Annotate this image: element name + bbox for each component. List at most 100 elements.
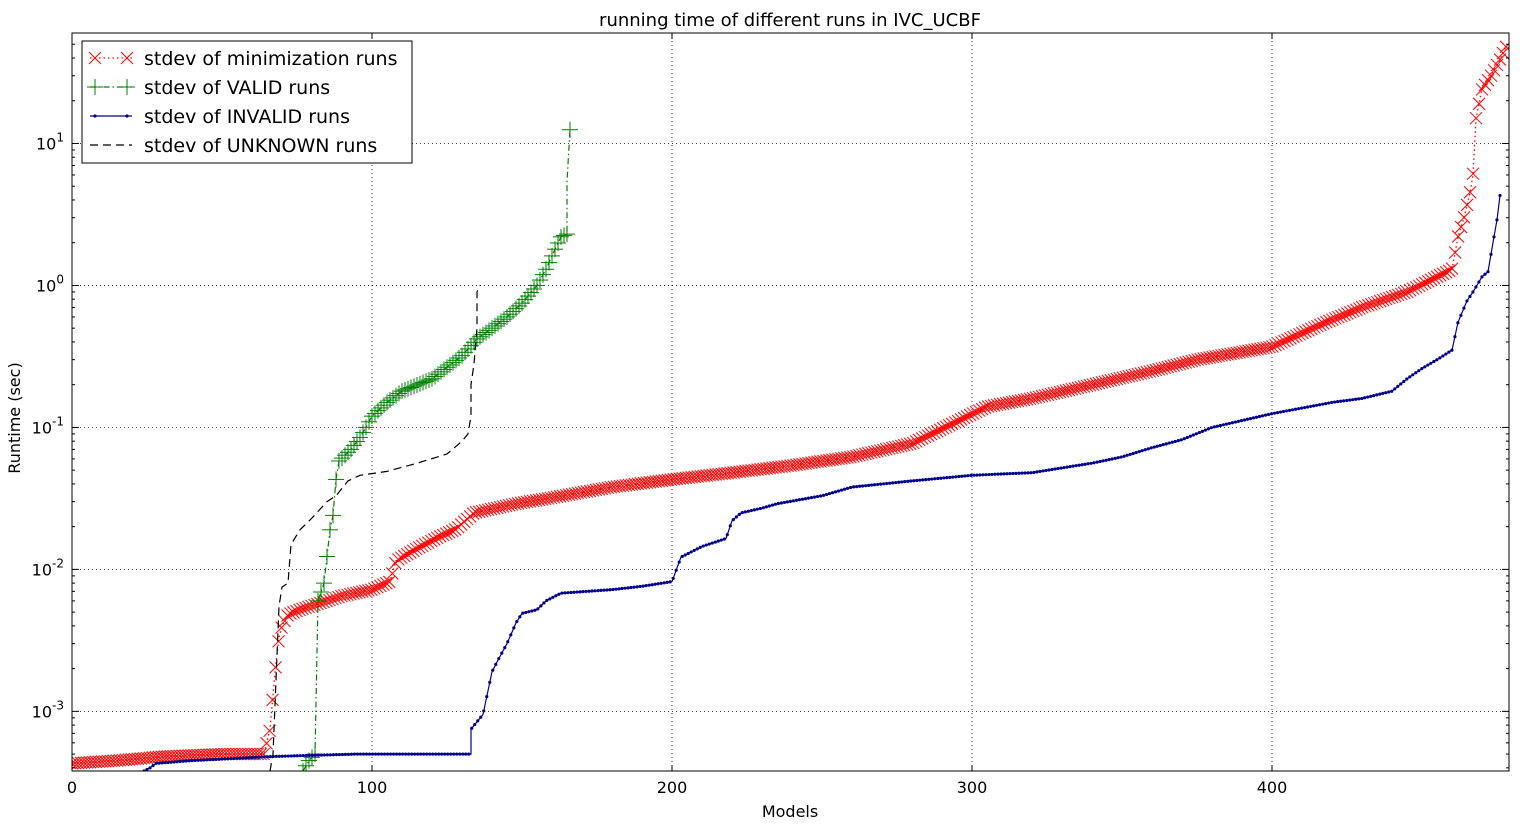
invalid-marker [1287,408,1292,412]
valid-marker [406,378,422,395]
invalid-marker [909,479,913,483]
minimization-marker [350,586,363,600]
invalid-marker [1444,352,1448,356]
minimization-marker [838,451,851,465]
valid-marker [526,280,542,297]
invalid-marker [1200,429,1204,433]
valid-marker [325,507,341,524]
invalid-marker [839,488,844,492]
invalid-marker [1284,409,1289,413]
valid-marker [346,437,362,454]
invalid-marker [824,492,829,497]
invalid-marker [337,752,342,757]
invalid-marker [512,626,516,630]
valid-marker [391,385,407,402]
invalid-marker [1005,472,1009,476]
invalid-marker [361,752,366,756]
invalid-marker [740,510,744,515]
invalid-marker [978,473,982,477]
invalid-marker [602,588,606,592]
valid-marker [412,375,428,392]
valid-marker [538,261,554,278]
invalid-marker [283,754,287,758]
valid-marker [403,379,419,396]
invalid-marker [467,752,471,756]
invalid-marker [686,551,690,556]
invalid-marker [1167,441,1171,445]
invalid-marker [668,580,672,584]
minimization-marker [415,539,429,553]
invalid-marker [1119,455,1123,459]
minimization-marker [921,429,935,442]
invalid-marker [328,753,333,757]
invalid-marker [1435,358,1439,362]
minimization-marker [1433,268,1447,282]
invalid-marker [554,594,558,598]
invalid-marker [331,753,336,757]
invalid-marker [1242,418,1247,422]
valid-marker [409,376,425,393]
valid-marker [436,361,452,378]
invalid-marker [851,485,856,489]
invalid-marker [1438,356,1442,360]
axis-ticks: 0 100 200 300 400 10-3 10-2 10-1 100 101 [32,32,1509,797]
invalid-marker [1170,440,1174,444]
invalid-marker [1236,419,1241,423]
invalid-marker [674,568,678,572]
minimization-marker [502,498,516,512]
valid-marker [445,354,461,371]
invalid-marker [1203,428,1207,432]
invalid-marker [1486,270,1490,274]
invalid-marker [785,500,790,504]
invalid-marker [1399,382,1403,386]
invalid-marker [1360,396,1364,401]
invalid-marker [734,515,738,519]
invalid-marker [791,499,796,503]
invalid-marker [214,757,218,761]
valid-marker [385,389,401,406]
invalid-marker [1011,471,1015,476]
invalid-marker [870,483,874,487]
invalid-marker [1158,443,1162,448]
invalid-marker [719,538,723,542]
valid-marker [448,352,464,369]
valid-marker [517,291,533,308]
invalid-marker [1369,394,1373,398]
invalid-marker [1351,398,1355,402]
invalid-marker [506,640,510,644]
minimization-marker [927,426,941,440]
invalid-marker [482,709,486,713]
minimization-marker [1427,271,1441,285]
invalid-marker [596,588,600,593]
invalid-marker [1110,457,1114,461]
chart-title: running time of different runs in IVC_UC… [599,10,981,31]
valid-marker [87,79,103,95]
invalid-marker [722,537,726,541]
invalid-marker [1275,411,1280,415]
invalid-marker [1068,465,1072,469]
invalid-marker [1215,424,1219,428]
valid-marker [463,337,479,354]
minimization-marker [88,51,102,65]
series-1 [295,121,578,771]
invalid-marker [461,752,465,756]
invalid-marker [1296,407,1301,411]
invalid-marker [945,476,949,480]
invalid-marker [334,753,339,757]
invalid-marker [993,472,997,476]
invalid-marker [620,586,624,591]
invalid-marker [184,759,188,763]
invalid-marker [695,547,699,551]
invalid-marker [1134,450,1138,455]
series-0 [72,40,1509,770]
invalid-marker [274,754,278,759]
invalid-marker [948,475,952,479]
invalid-marker [536,607,540,611]
minimization-marker [394,551,408,565]
invalid-marker [1456,321,1460,325]
valid-marker [433,363,449,380]
invalid-marker [803,497,808,501]
minimization-marker [945,417,959,431]
invalid-marker [782,500,787,505]
y-tick-label: 10-3 [32,698,64,721]
